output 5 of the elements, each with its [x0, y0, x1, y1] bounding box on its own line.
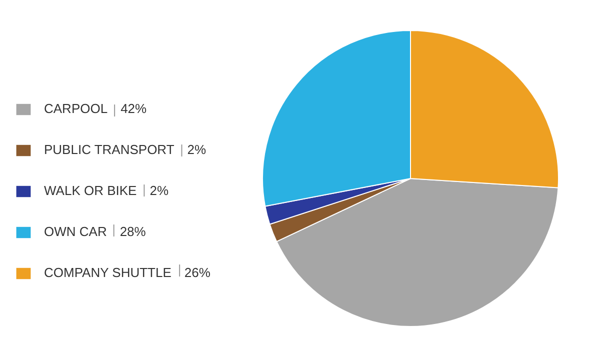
- legend-label: OWN CAR 28%: [44, 224, 146, 239]
- legend-label: CARPOOL 42%: [44, 101, 147, 116]
- legend-label: PUBLIC TRANSPORT 2%: [44, 142, 206, 157]
- legend-label: WALK OR BIKE 2%: [44, 183, 168, 198]
- legend-label: COMPANY SHUTTLE 26%: [44, 265, 210, 280]
